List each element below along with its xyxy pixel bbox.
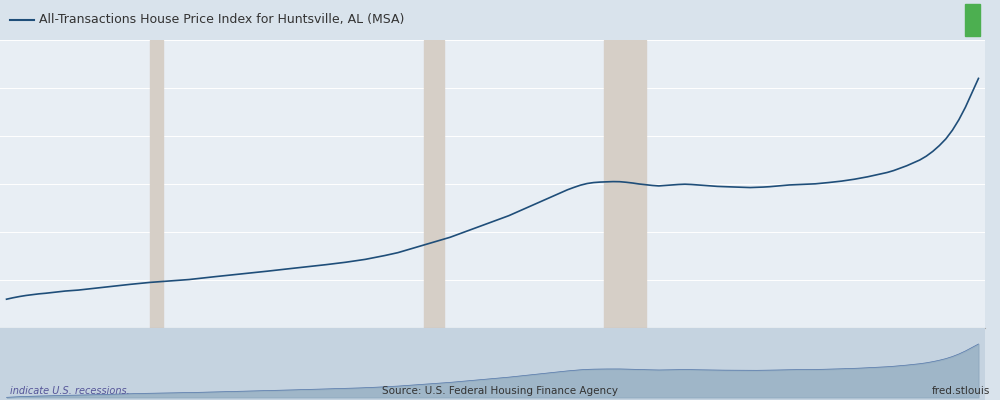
Bar [604, 40, 646, 328]
Bar [150, 40, 163, 328]
Text: All-Transactions House Price Index for Huntsville, AL (MSA): All-Transactions House Price Index for H… [39, 14, 405, 26]
Bar [965, 4, 980, 36]
Bar [424, 40, 444, 328]
Text: indicate U.S. recessions.: indicate U.S. recessions. [10, 386, 130, 396]
Text: Source: U.S. Federal Housing Finance Agency: Source: U.S. Federal Housing Finance Age… [382, 386, 618, 396]
Text: fred.stlouis: fred.stlouis [932, 386, 990, 396]
